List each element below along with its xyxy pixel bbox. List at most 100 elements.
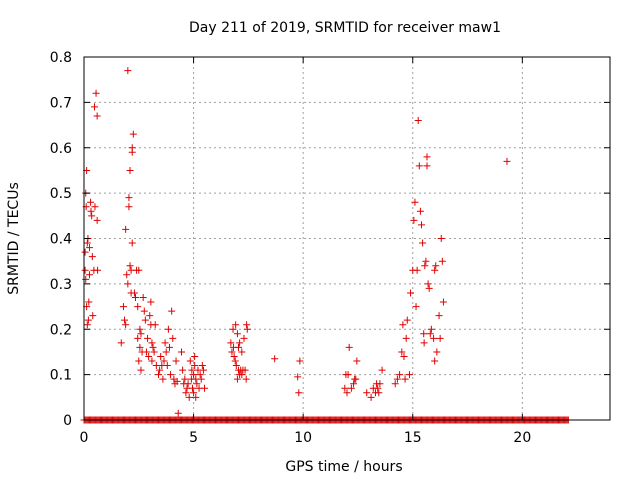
- data-point: [343, 389, 351, 397]
- data-point: [84, 316, 92, 324]
- data-point: [128, 239, 136, 247]
- data-point: [426, 330, 434, 338]
- data-point: [157, 352, 165, 360]
- data-point: [142, 348, 150, 356]
- data-point: [160, 357, 168, 365]
- x-tick-label: 20: [513, 430, 531, 446]
- data-point: [146, 312, 154, 320]
- data-point: [85, 271, 93, 279]
- data-point: [121, 316, 129, 324]
- data-point: [229, 325, 237, 333]
- y-tick-label: 0: [63, 413, 72, 429]
- data-point: [163, 362, 171, 370]
- data-point: [91, 103, 99, 111]
- data-point: [431, 266, 439, 274]
- data-point: [421, 262, 429, 270]
- data-point: [156, 366, 164, 374]
- data-point: [81, 266, 89, 274]
- data-point: [124, 280, 132, 288]
- data-point: [134, 334, 142, 342]
- data-point: [150, 348, 158, 356]
- data-point: [198, 362, 206, 370]
- data-point: [376, 380, 384, 388]
- data-point: [233, 330, 241, 338]
- y-tick-label: 0.3: [50, 277, 72, 293]
- data-point: [129, 130, 137, 138]
- data-point: [137, 366, 145, 374]
- data-point: [167, 371, 175, 379]
- data-point: [135, 357, 143, 365]
- data-point: [136, 325, 144, 333]
- data-point: [192, 393, 200, 401]
- data-point: [83, 321, 91, 329]
- data-point: [422, 257, 430, 265]
- data-point: [148, 357, 156, 365]
- data-point: [88, 253, 96, 261]
- data-point: [415, 162, 423, 170]
- data-point: [353, 357, 361, 365]
- x-tick-label: 0: [80, 430, 89, 446]
- data-point: [344, 371, 352, 379]
- data-point: [196, 371, 204, 379]
- data-point: [151, 321, 159, 329]
- data-point: [423, 162, 431, 170]
- data-point: [155, 371, 163, 379]
- data-point: [190, 389, 198, 397]
- data-point: [181, 375, 189, 383]
- data-point: [231, 357, 239, 365]
- data-point: [347, 384, 355, 392]
- data-point: [122, 225, 130, 233]
- data-point: [188, 384, 196, 392]
- data-point: [423, 153, 431, 161]
- y-tick-label: 0.1: [50, 368, 72, 384]
- data-point: [168, 307, 176, 315]
- y-tick-label: 0.5: [50, 186, 72, 202]
- data-point: [188, 366, 196, 374]
- data-point: [164, 325, 172, 333]
- data-point: [89, 312, 97, 320]
- data-point: [401, 375, 409, 383]
- data-point: [85, 244, 93, 252]
- data-point: [134, 303, 142, 311]
- y-tick-label: 0.4: [50, 232, 72, 248]
- data-point: [165, 343, 173, 351]
- data-point: [437, 235, 445, 242]
- data-point: [83, 239, 91, 247]
- data-point: [402, 334, 410, 342]
- axis-ticks: [83, 56, 610, 421]
- data-point: [199, 366, 207, 374]
- data-point: [407, 289, 415, 297]
- data-point: [230, 352, 238, 360]
- data-point: [232, 321, 240, 329]
- data-point: [125, 203, 133, 211]
- y-tick-label: 0.2: [50, 322, 72, 338]
- data-point: [418, 221, 426, 229]
- data-point: [424, 280, 432, 288]
- data-point: [126, 166, 134, 174]
- data-point: [81, 248, 89, 256]
- data-point: [91, 203, 99, 211]
- data-point: [190, 371, 198, 379]
- data-point: [378, 366, 386, 374]
- data-point: [271, 355, 279, 363]
- data-point: [352, 375, 360, 383]
- data-point: [145, 352, 153, 360]
- data-point: [172, 357, 180, 365]
- data-point: [147, 298, 155, 306]
- data-point: [393, 375, 401, 383]
- data-point: [242, 375, 250, 383]
- data-point: [179, 366, 187, 374]
- data-point: [414, 117, 422, 125]
- data-point: [399, 321, 407, 329]
- data-point: [197, 375, 205, 383]
- data-point: [240, 334, 248, 342]
- data-point: [398, 348, 406, 356]
- data-point: [233, 375, 241, 383]
- data-point: [295, 389, 303, 397]
- data-point: [184, 380, 192, 388]
- x-tick-label: 5: [189, 430, 198, 446]
- data-points: [81, 67, 511, 417]
- data-point: [125, 194, 133, 202]
- data-point: [430, 334, 438, 342]
